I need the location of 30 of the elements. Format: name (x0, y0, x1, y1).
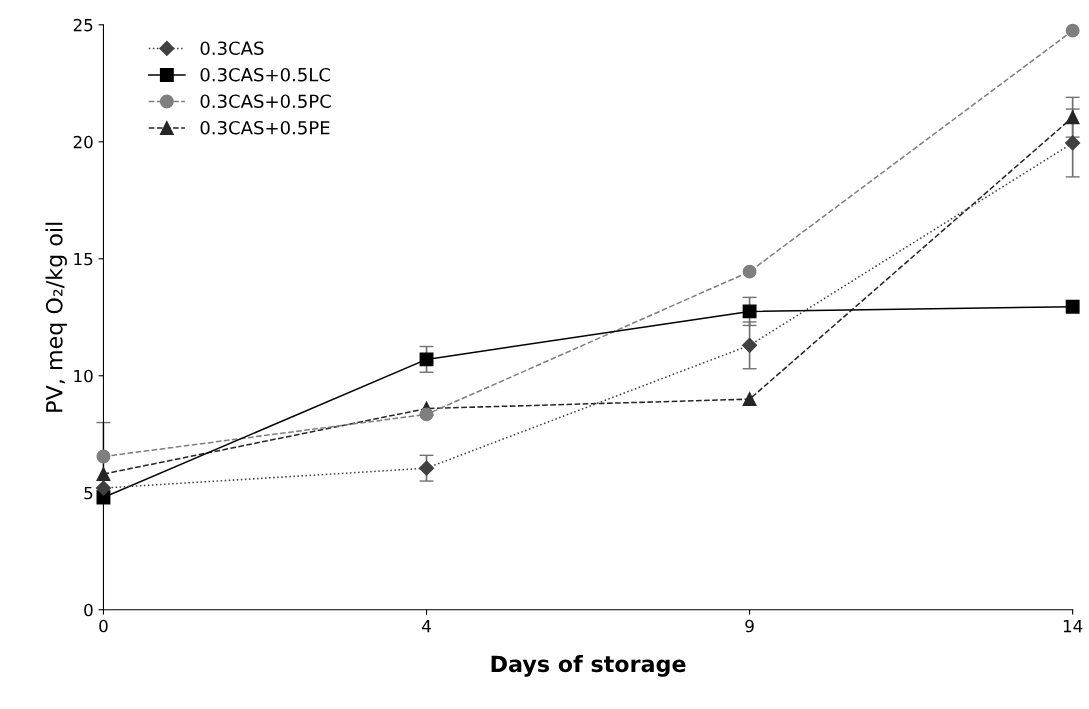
point (419, 407, 434, 422)
point (742, 392, 757, 407)
y-tick-label: 0 (84, 603, 93, 617)
point (96, 449, 111, 464)
point (1065, 23, 1080, 38)
legend-label: 0.3CAS+0.5LC (200, 67, 330, 82)
point (742, 304, 757, 319)
point (96, 467, 111, 481)
legend-label: 0.3CAS+0.5PC (200, 94, 331, 109)
y-tick-label: 10 (74, 369, 93, 383)
y-axis-title: PV, meq O₂/kg oil (45, 222, 67, 412)
point (419, 352, 434, 367)
y-tick-label: 5 (84, 486, 93, 500)
point (1065, 110, 1080, 125)
y-tick-label: 25 (73, 18, 93, 32)
point (742, 337, 758, 353)
legend-label: 0.3CAS (200, 41, 264, 56)
x-tick-label: 0 (99, 619, 108, 633)
x-tick-label: 9 (745, 619, 754, 633)
legend-label: 0.3CAS+0.5PE (200, 120, 330, 135)
y-tick-label: 15 (74, 252, 93, 266)
point (95, 480, 112, 496)
point (742, 264, 757, 279)
point (418, 460, 435, 476)
x-axis-title: Days of storage (491, 655, 686, 677)
point (1065, 299, 1080, 314)
x-tick-label: 4 (422, 619, 431, 633)
x-tick-label: 14 (1063, 619, 1083, 633)
point (1065, 135, 1081, 151)
y-tick-label: 20 (73, 135, 93, 149)
